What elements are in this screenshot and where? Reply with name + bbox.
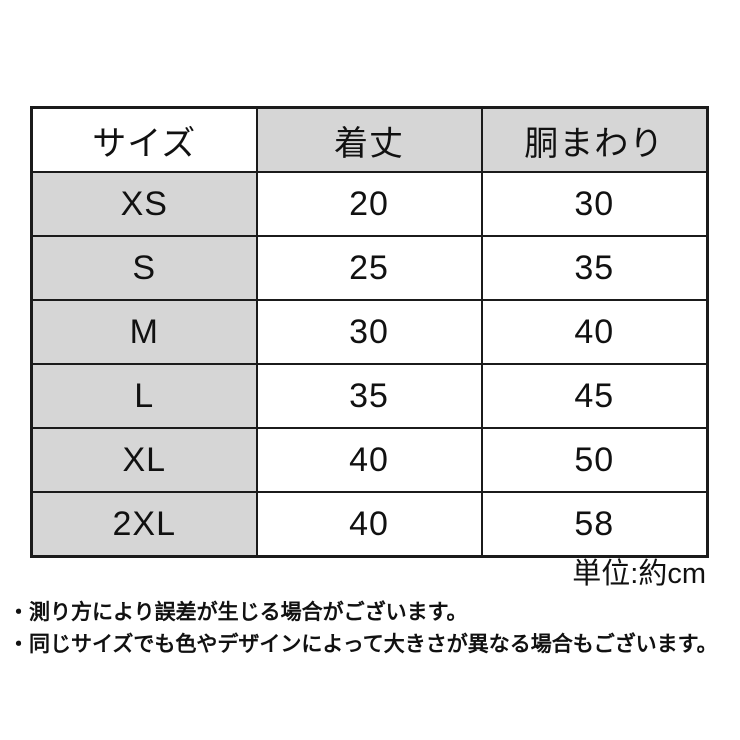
cell-length: 20 — [255, 171, 483, 237]
cell-length: 25 — [255, 235, 483, 301]
table-row-s: S 25 35 — [30, 235, 709, 301]
table-row-xs: XS 20 30 — [30, 171, 709, 237]
table-row-m: M 30 40 — [30, 299, 709, 365]
cell-length: 35 — [255, 363, 483, 429]
table-row-2xl: 2XL 40 58 — [30, 491, 709, 558]
row-label-l: L — [30, 363, 258, 429]
row-label-xl: XL — [30, 427, 258, 493]
cell-girth: 40 — [480, 299, 709, 365]
footnote-size-variation: ・同じサイズでも色やデザインによって大きさが異なる場合もございます。 — [8, 633, 718, 656]
cell-girth: 30 — [480, 171, 709, 237]
table-row-xl: XL 40 50 — [30, 427, 709, 493]
size-table: サイズ 着丈 胴まわり XS 20 30 S 25 35 M 30 40 L — [30, 106, 709, 558]
cell-length: 40 — [255, 491, 483, 558]
cell-length: 40 — [255, 427, 483, 493]
cell-length: 30 — [255, 299, 483, 365]
row-label-s: S — [30, 235, 258, 301]
cell-girth: 35 — [480, 235, 709, 301]
footnotes: ・測り方により誤差が生じる場合がございます。 ・同じサイズでも色やデザインによっ… — [8, 597, 718, 661]
row-label-2xl: 2XL — [30, 491, 258, 558]
row-label-m: M — [30, 299, 258, 365]
column-header-length: 着丈 — [255, 106, 483, 173]
unit-note: 単位:約cm — [572, 558, 706, 590]
table-row-l: L 35 45 — [30, 363, 709, 429]
cell-girth: 50 — [480, 427, 709, 493]
row-label-xs: XS — [30, 171, 258, 237]
footnote-measurement-error: ・測り方により誤差が生じる場合がございます。 — [8, 601, 468, 624]
column-header-girth: 胴まわり — [480, 106, 709, 173]
size-table-header-row: サイズ 着丈 胴まわり — [30, 106, 709, 173]
column-header-size: サイズ — [30, 106, 258, 173]
cell-girth: 58 — [480, 491, 709, 558]
cell-girth: 45 — [480, 363, 709, 429]
